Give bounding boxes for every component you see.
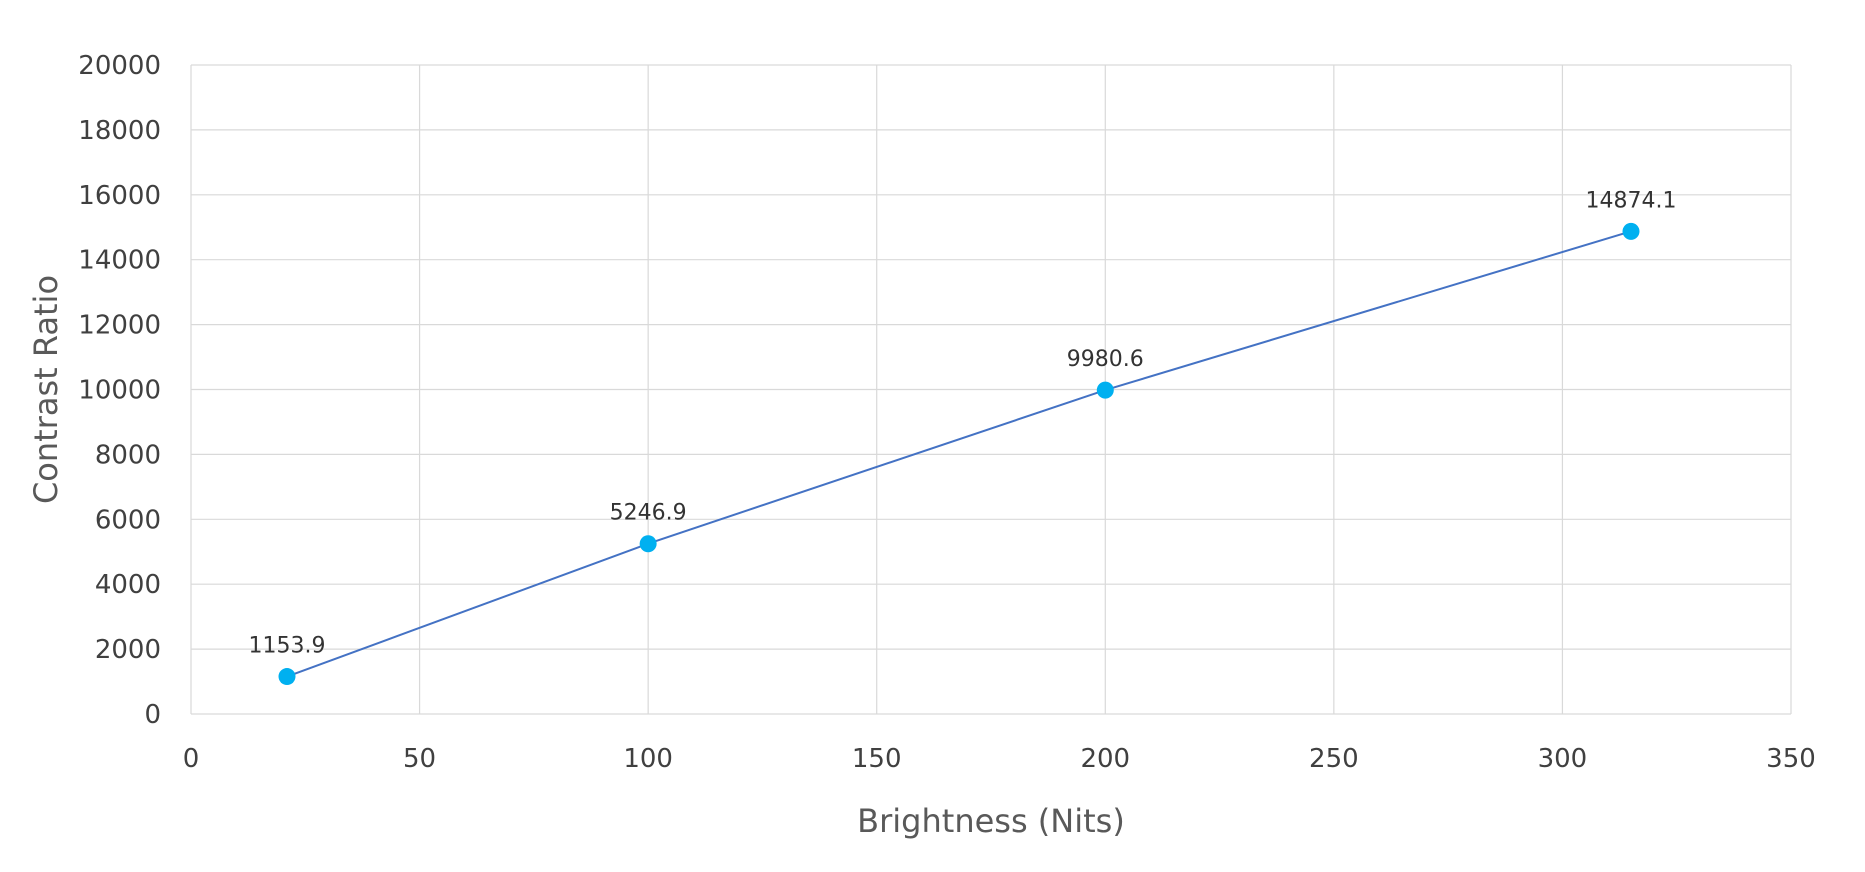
- x-tick-label: 100: [623, 744, 673, 774]
- y-tick-label: 6000: [95, 505, 161, 535]
- x-axis-ticks: 0 50 100 150 200 250 300 350: [183, 744, 1816, 774]
- y-tick-label: 14000: [78, 246, 161, 276]
- y-axis-ticks: 0 2000 4000 6000 8000 10000 12000 14000 16000 180…: [78, 51, 161, 730]
- x-tick-label: 200: [1080, 744, 1130, 774]
- data-point-label: 1153.9: [249, 634, 326, 659]
- y-tick-label: 2000: [95, 635, 161, 665]
- y-tick-label: 0: [144, 700, 161, 730]
- data-point-marker: [639, 535, 657, 553]
- y-axis-title: Contrast Ratio: [27, 275, 65, 504]
- x-tick-label: 250: [1309, 744, 1359, 774]
- data-point-marker: [278, 668, 296, 686]
- data-point-label: 5246.9: [610, 501, 687, 526]
- x-tick-label: 300: [1538, 744, 1588, 774]
- data-point-label: 14874.1: [1586, 188, 1677, 213]
- y-tick-label: 20000: [78, 51, 161, 81]
- data-point-label: 9980.6: [1067, 347, 1144, 372]
- x-tick-label: 0: [183, 744, 200, 774]
- x-tick-label: 50: [403, 744, 436, 774]
- y-tick-label: 16000: [78, 181, 161, 211]
- y-tick-label: 8000: [95, 440, 161, 470]
- y-tick-label: 12000: [78, 311, 161, 341]
- y-tick-label: 10000: [78, 376, 161, 406]
- x-tick-label: 350: [1766, 744, 1816, 774]
- x-tick-label: 150: [852, 744, 902, 774]
- y-tick-label: 4000: [95, 570, 161, 600]
- gridlines: [190, 64, 1792, 715]
- series-line: [286, 230, 1632, 678]
- series-contrast-ratio: 1153.9 5246.9 9980.6 14874.1: [249, 188, 1677, 686]
- data-point-marker: [1096, 381, 1114, 399]
- x-axis-title: Brightness (Nits): [857, 802, 1125, 840]
- data-point-marker: [1622, 222, 1640, 240]
- y-tick-label: 18000: [78, 116, 161, 146]
